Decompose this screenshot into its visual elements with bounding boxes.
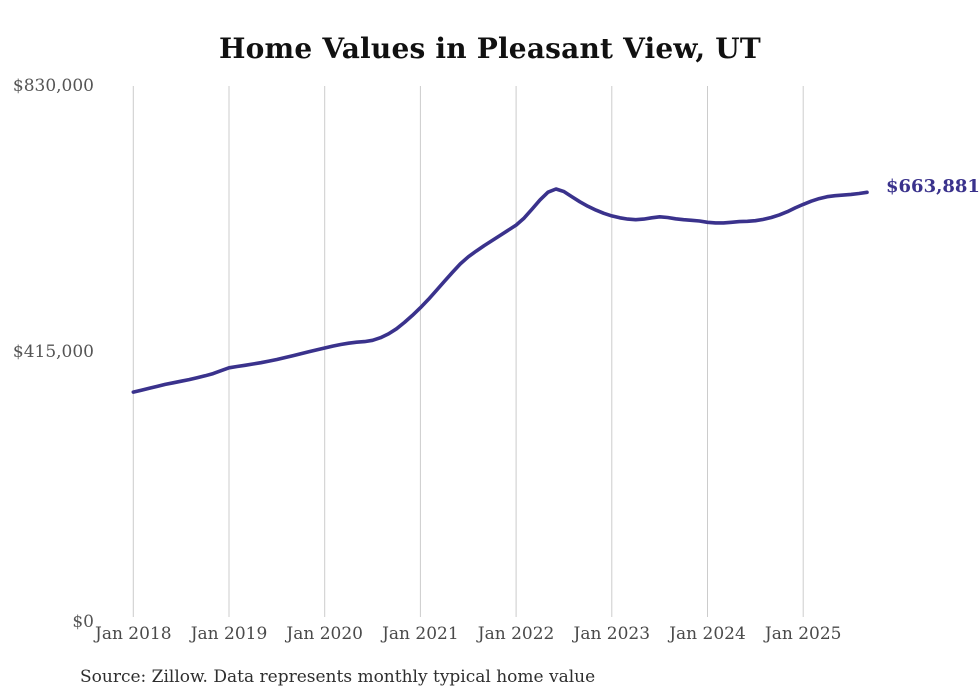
x-tick-label: Jan 2018 bbox=[95, 624, 172, 644]
home-value-line bbox=[131, 187, 869, 394]
x-tick-label: Jan 2022 bbox=[477, 624, 555, 644]
x-tick-label: Jan 2023 bbox=[573, 624, 651, 644]
x-tick-label: Jan 2021 bbox=[382, 624, 459, 644]
x-tick-label: Jan 2024 bbox=[669, 624, 746, 644]
x-tick-label: Jan 2025 bbox=[764, 624, 842, 644]
y-tick-label: $415,000 bbox=[12, 341, 94, 362]
latest-value-label: $663,881 bbox=[886, 176, 980, 197]
x-tick-label: Jan 2020 bbox=[286, 624, 363, 644]
source-note: Source: Zillow. Data represents monthly … bbox=[80, 667, 596, 687]
y-tick-label: $0 bbox=[72, 612, 94, 632]
y-tick-label: $830,000 bbox=[12, 76, 94, 96]
x-tick-label: Jan 2019 bbox=[190, 624, 268, 644]
chart-title: Home Values in Pleasant View, UT bbox=[219, 32, 761, 65]
